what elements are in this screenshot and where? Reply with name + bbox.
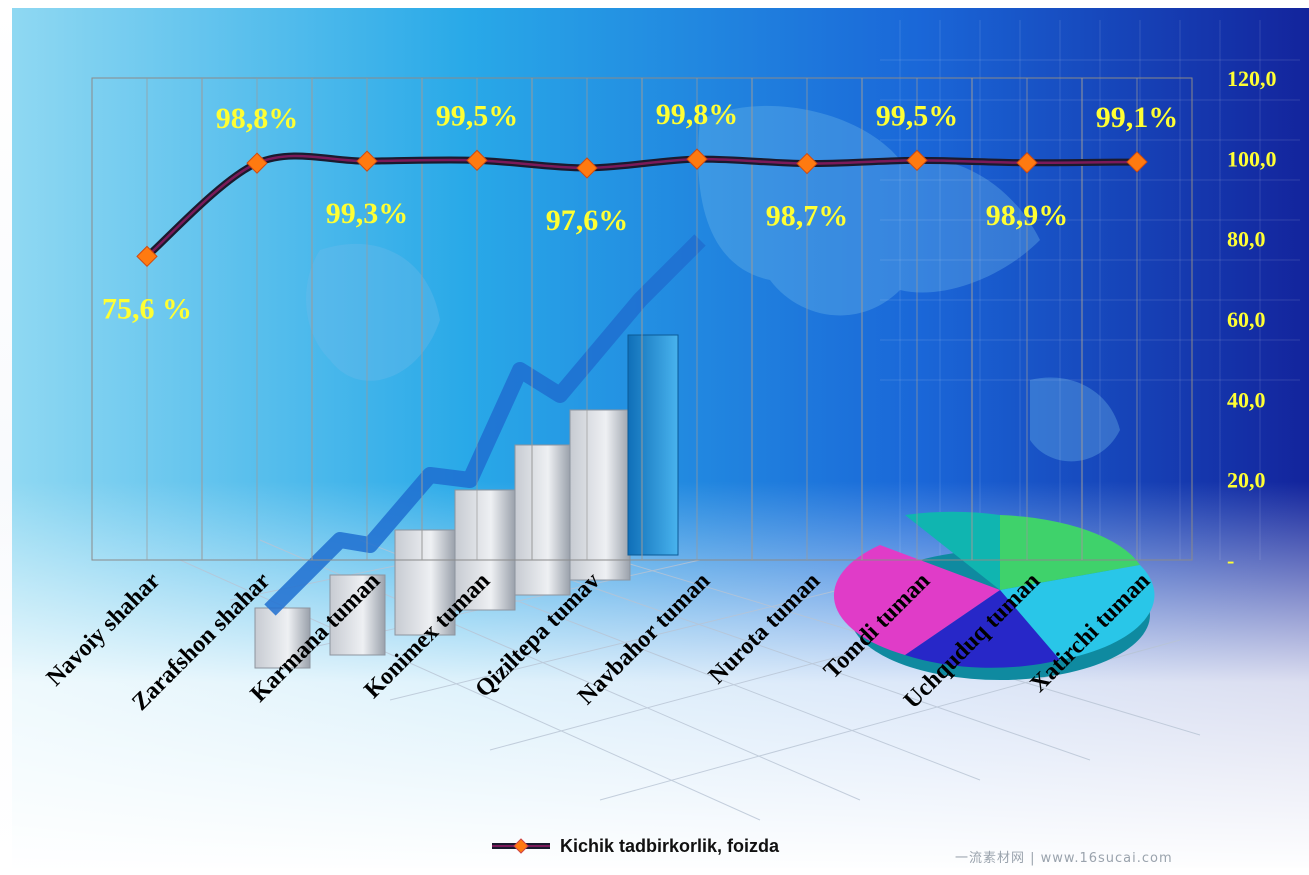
trend-arrow [264, 234, 706, 616]
3d-bars [254, 334, 679, 669]
y-tick-label: 20,0 [1227, 468, 1266, 493]
data-point-marker [356, 150, 378, 172]
data-point-marker [466, 149, 488, 172]
y-tick-label: 120,0 [1227, 66, 1277, 91]
data-label: 99,5% [876, 99, 959, 132]
data-point-marker [1016, 152, 1038, 174]
data-point-marker [906, 149, 928, 172]
series-kichik-tadbirkorlik [136, 148, 1148, 268]
y-tick-label: 40,0 [1227, 387, 1266, 412]
y-axis-tick-labels: - 20,0 40,0 60,0 80,0 100,0 120,0 [1227, 66, 1277, 573]
data-point-marker [246, 152, 268, 174]
category-label: Tomdi tuman [819, 568, 935, 684]
legend: Kichik tadbirkorlik, foizda [490, 832, 779, 860]
series-line [145, 154, 1139, 258]
data-label: 99,8% [656, 98, 739, 131]
data-label: 75,6 % [102, 292, 192, 325]
data-label: 98,9% [986, 199, 1069, 232]
vertical-gridlines [146, 78, 1138, 560]
data-label: 99,1% [1096, 101, 1179, 134]
data-label: 99,3% [326, 197, 409, 230]
watermark: 一流素材网 | www.16sucai.com [955, 851, 1173, 866]
y-tick-label: 80,0 [1227, 227, 1266, 252]
category-label: Xatirchi tuman [1025, 568, 1155, 698]
data-label: 99,5% [436, 99, 519, 132]
data-point-marker [576, 157, 598, 179]
data-point-marker [796, 152, 818, 175]
data-labels: 75,6 % 98,8% 99,3% 99,5% 97,6% 99,8% 98,7% 99,5… [102, 98, 1178, 325]
legend-line-marker-icon [492, 838, 550, 854]
y-tick-label: - [1227, 548, 1234, 573]
data-point-marker [136, 245, 158, 268]
y-tick-label: 60,0 [1227, 307, 1266, 332]
category-label: Navoiy shahar [42, 568, 166, 692]
category-label: Nurota tuman [704, 568, 825, 689]
data-point-marker [686, 148, 708, 170]
data-label: 98,7% [766, 200, 849, 233]
data-label: 98,8% [216, 102, 299, 135]
y-tick-label: 100,0 [1227, 146, 1277, 171]
legend-series-label: Kichik tadbirkorlik, foizda [560, 835, 780, 856]
data-point-marker [1126, 151, 1148, 173]
data-label: 97,6% [546, 204, 629, 237]
pie-decoration [833, 511, 1155, 680]
